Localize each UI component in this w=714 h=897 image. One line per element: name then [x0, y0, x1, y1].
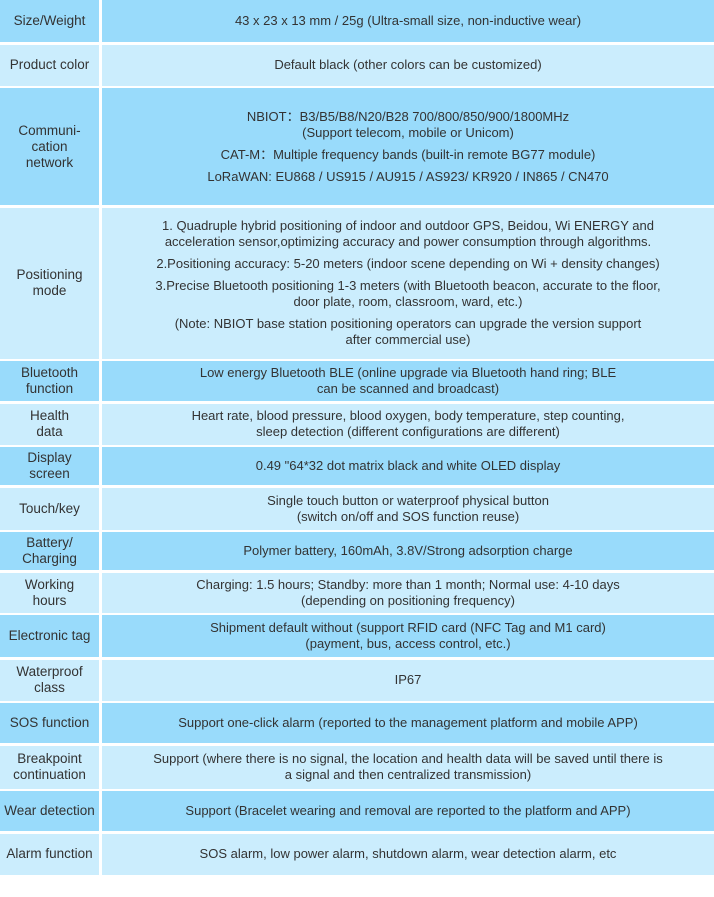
spec-label: Touch/key	[0, 487, 99, 530]
spec-value: Polymer battery, 160mAh, 3.8V/Strong ads…	[102, 532, 714, 570]
spec-value-line: 3.Precise Bluetooth positioning 1-3 mete…	[155, 278, 661, 309]
spec-label: Battery/ Charging	[0, 532, 99, 570]
spec-label: Size/Weight	[0, 0, 99, 42]
spec-value-line: Support one-click alarm (reported to the…	[178, 715, 638, 730]
spec-value: Heart rate, blood pressure, blood oxygen…	[102, 403, 714, 445]
spec-value: Default black (other colors can be custo…	[102, 44, 714, 86]
spec-label: Electronic tag	[0, 615, 99, 657]
spec-row-working-hours: Working hours Charging: 1.5 hours; Standb…	[0, 572, 714, 613]
spec-label: Product color	[0, 44, 99, 86]
spec-row-breakpoint-continuation: Breakpoint continuation Support (where th…	[0, 745, 714, 789]
spec-value-line: CAT-M：Multiple frequency bands (built-in…	[220, 146, 596, 162]
spec-value-line: Charging: 1.5 hours; Standby: more than …	[196, 576, 620, 608]
spec-label: Positioning mode	[0, 207, 99, 359]
spec-value-line: Support (where there is no signal, the l…	[153, 751, 663, 782]
spec-row-waterproof-class: Waterproof class IP67	[0, 659, 714, 701]
spec-value-line: LoRaWAN: EU868 / US915 / AU915 / AS923/ …	[207, 168, 609, 184]
spec-value: Support (where there is no signal, the l…	[102, 745, 714, 789]
spec-row-communication-network: Communi- cation network NBIOT：B3/B5/B8/N2…	[0, 88, 714, 205]
spec-value-line: 43 x 23 x 13 mm / 25g (Ultra-small size,…	[234, 13, 582, 28]
spec-value-line: Single touch button or waterproof physic…	[267, 492, 549, 524]
spec-value: 43 x 23 x 13 mm / 25g (Ultra-small size,…	[102, 0, 714, 42]
spec-row-bluetooth-function: Bluetooth function Low energy Bluetooth B…	[0, 361, 714, 401]
spec-row-sos-function: SOS function Support one-click alarm (rep…	[0, 703, 714, 743]
spec-value-line: Low energy Bluetooth BLE (online upgrade…	[199, 365, 617, 396]
spec-value: Support one-click alarm (reported to the…	[102, 703, 714, 743]
spec-label: Display screen	[0, 447, 99, 485]
spec-label: Working hours	[0, 572, 99, 613]
spec-value-line: Support (Bracelet wearing and removal ar…	[185, 803, 631, 818]
spec-value: 0.49 "64*32 dot matrix black and white O…	[102, 447, 714, 485]
spec-row-health-data: Health data Heart rate, blood pressure, b…	[0, 403, 714, 445]
spec-table: Size/Weight 43 x 23 x 13 mm / 25g (Ultra-…	[0, 0, 714, 875]
spec-row-positioning-mode: Positioning mode 1. Quadruple hybrid posi…	[0, 207, 714, 359]
spec-value-line: 0.49 "64*32 dot matrix black and white O…	[255, 458, 561, 473]
spec-value: Single touch button or waterproof physic…	[102, 487, 714, 530]
spec-row-size-weight: Size/Weight 43 x 23 x 13 mm / 25g (Ultra-…	[0, 0, 714, 42]
spec-value-line: 1. Quadruple hybrid positioning of indoo…	[162, 218, 654, 249]
spec-value: NBIOT：B3/B5/B8/N20/B28 700/800/850/900/1…	[102, 88, 714, 205]
spec-row-electronic-tag: Electronic tag Shipment default without (…	[0, 615, 714, 657]
spec-label: Communi- cation network	[0, 88, 99, 205]
spec-value-line: Heart rate, blood pressure, blood oxygen…	[191, 408, 625, 439]
spec-label: SOS function	[0, 703, 99, 743]
spec-label: Waterproof class	[0, 659, 99, 701]
spec-label: Bluetooth function	[0, 361, 99, 401]
spec-value: Shipment default without (support RFID c…	[102, 615, 714, 657]
spec-value: Charging: 1.5 hours; Standby: more than …	[102, 572, 714, 613]
spec-value: Support (Bracelet wearing and removal ar…	[102, 791, 714, 831]
spec-value: SOS alarm, low power alarm, shutdown ala…	[102, 833, 714, 875]
spec-value-line: Shipment default without (support RFID c…	[210, 620, 606, 651]
spec-value-line: 2.Positioning accuracy: 5-20 meters (ind…	[156, 256, 660, 271]
spec-row-touch-key: Touch/key Single touch button or waterpro…	[0, 487, 714, 530]
spec-value-line: Default black (other colors can be custo…	[274, 57, 542, 72]
spec-row-battery-charging: Battery/ Charging Polymer battery, 160mAh…	[0, 532, 714, 570]
spec-value-line: IP67	[394, 672, 422, 687]
spec-label: Health data	[0, 403, 99, 445]
spec-value: 1. Quadruple hybrid positioning of indoo…	[102, 207, 714, 359]
spec-row-alarm-function: Alarm function SOS alarm, low power alarm…	[0, 833, 714, 875]
spec-value-line: SOS alarm, low power alarm, shutdown ala…	[199, 846, 617, 861]
spec-label: Alarm function	[0, 833, 99, 875]
spec-value-line: (Note: NBIOT base station positioning op…	[174, 316, 642, 347]
spec-row-product-color: Product color Default black (other colors…	[0, 44, 714, 86]
spec-label: Breakpoint continuation	[0, 745, 99, 789]
spec-value-line: Polymer battery, 160mAh, 3.8V/Strong ads…	[243, 543, 573, 558]
spec-value: Low energy Bluetooth BLE (online upgrade…	[102, 361, 714, 401]
spec-label: Wear detection	[0, 791, 99, 831]
spec-row-display-screen: Display screen 0.49 "64*32 dot matrix bla…	[0, 447, 714, 485]
spec-row-wear-detection: Wear detection Support (Bracelet wearing …	[0, 791, 714, 831]
spec-value-line: NBIOT：B3/B5/B8/N20/B28 700/800/850/900/1…	[246, 108, 570, 140]
spec-value: IP67	[102, 659, 714, 701]
